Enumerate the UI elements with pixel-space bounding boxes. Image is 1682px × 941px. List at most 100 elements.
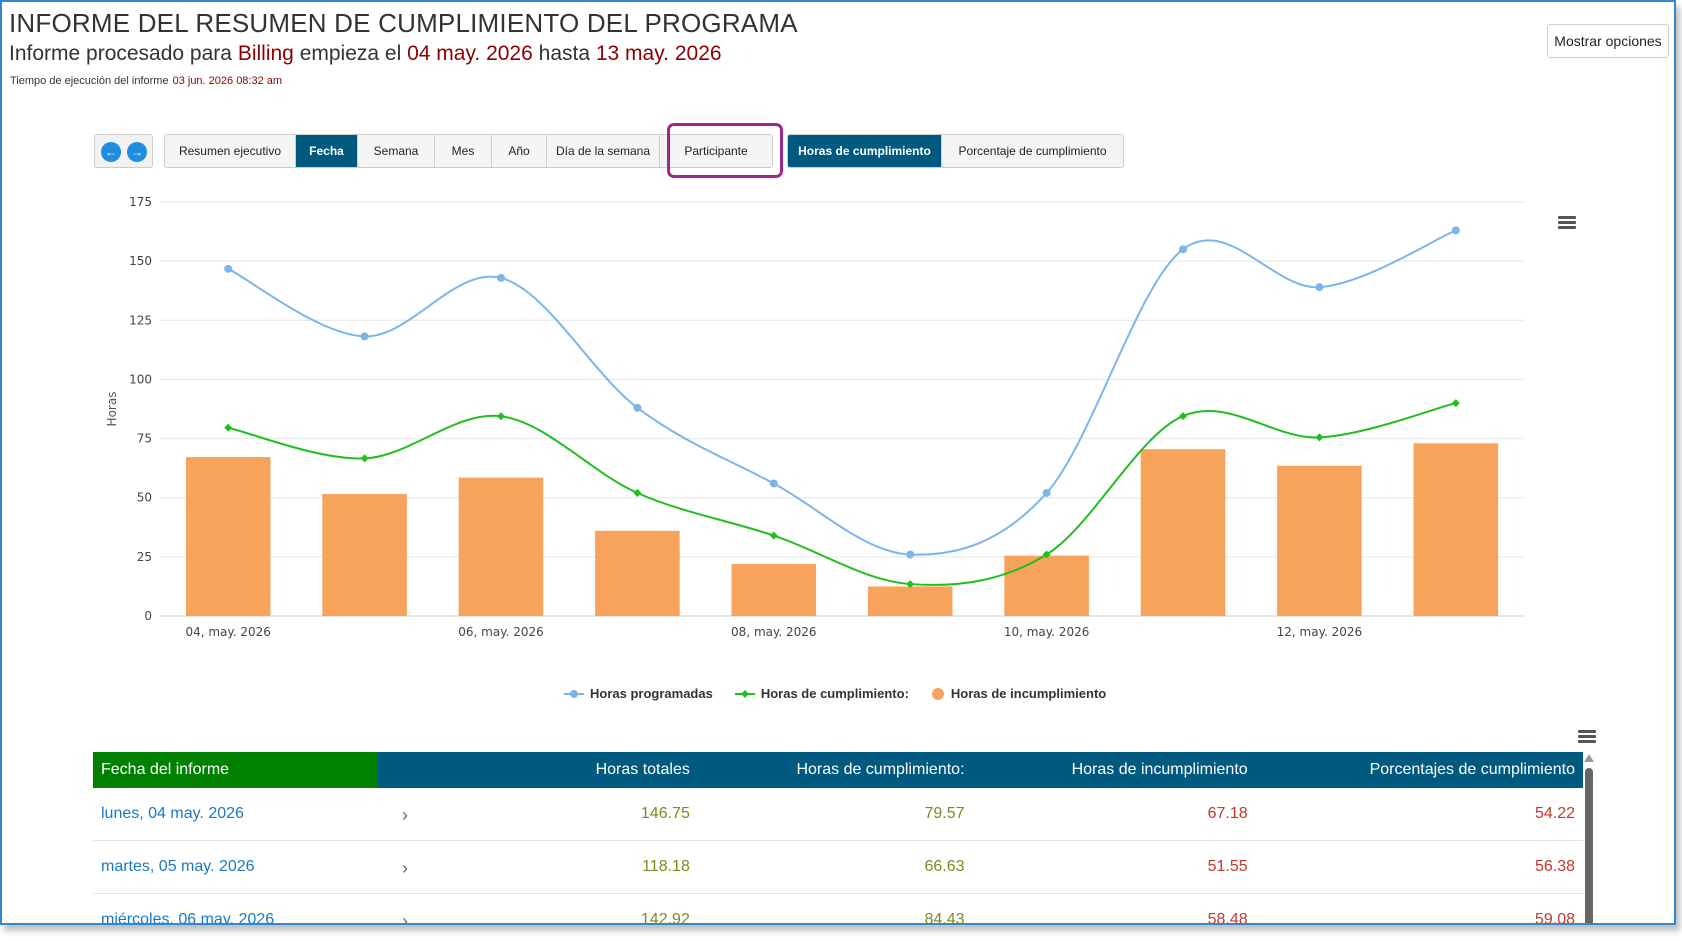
legend-programadas[interactable]: Horas programadas [564, 686, 713, 701]
point-cumplimiento [633, 488, 642, 497]
tab-ano[interactable]: Año [492, 135, 547, 167]
table-row[interactable]: lunes, 04 may. 2026 › 146.75 79.57 67.18 … [93, 788, 1583, 841]
point-programadas [224, 264, 233, 273]
table-menu-icon[interactable] [1578, 730, 1596, 744]
row-porcentaje: 59.08 [1534, 911, 1575, 925]
y-tick-label: 75 [137, 432, 152, 446]
chevron-right-icon[interactable]: › [402, 858, 409, 878]
legend-label-programadas: Horas programadas [590, 686, 713, 701]
chart-axis-labels: 0 25 50 75 100 125 150 175 Horas 04, may. 2026 06,… [105, 195, 1362, 639]
bar-incumplimiento [458, 477, 544, 616]
tab-fecha[interactable]: Fecha [296, 135, 358, 167]
tab-resumen-ejecutivo[interactable]: Resumen ejecutivo [165, 135, 296, 167]
scroll-up-icon[interactable] [1584, 754, 1594, 762]
bar-incumplimiento [1140, 449, 1226, 616]
legend-line-cumplimiento-icon [734, 689, 755, 698]
row-date[interactable]: miércoles, 06 may. 2026 › [93, 911, 408, 923]
line-cumplimiento [227, 402, 1457, 586]
chart-legend: Horas programadas Horas de cumplimiento:… [564, 686, 1106, 701]
point-cumplimiento [360, 454, 369, 463]
x-tick-label: 08, may. 2026 [731, 625, 817, 639]
bar-incumplimiento [595, 530, 680, 616]
bar-incumplimiento [1004, 555, 1089, 616]
bar-incumplimiento [185, 457, 271, 616]
point-cumplimiento [1179, 412, 1187, 421]
bars-incumplimiento [185, 443, 1499, 616]
tab-semana[interactable]: Semana [358, 135, 435, 167]
point-programadas [1179, 245, 1187, 254]
chart-menu-icon[interactable] [1558, 216, 1576, 230]
bar-incumplimiento [1277, 465, 1362, 616]
col-horas-incumplimiento: Horas de incumplimiento [1071, 761, 1248, 778]
row-date[interactable]: martes, 05 may. 2026 › [101, 858, 409, 878]
chevron-right-icon[interactable]: › [402, 805, 409, 825]
subtitle-mid1: empieza el [299, 42, 402, 65]
runtime-label: Tiempo de ejecución del informe [10, 75, 169, 87]
table-header: Fecha del informe Horas totales Horas de… [93, 752, 1583, 788]
row-date[interactable]: lunes, 04 may. 2026 › [101, 805, 409, 825]
point-programadas [1315, 283, 1324, 292]
row-incumplimiento: 51.55 [1207, 858, 1248, 875]
legend-cumplimiento[interactable]: Horas de cumplimiento: [734, 686, 909, 701]
tab-dia-semana[interactable]: Día de la semana [547, 135, 660, 167]
point-programadas [906, 550, 915, 559]
point-programadas [633, 403, 642, 412]
table-row[interactable]: miércoles, 06 may. 2026 › 142.92 84.43 58… [93, 894, 1583, 925]
y-axis-label: Horas [105, 392, 119, 427]
compliance-chart: 0 25 50 75 100 125 150 175 Horas 04, may. 2026 06,… [105, 195, 1524, 639]
chevron-right-icon[interactable]: › [402, 911, 409, 925]
point-cumplimiento [1315, 433, 1324, 442]
bar-incumplimiento [867, 586, 953, 616]
legend-line-programadas-icon [564, 689, 584, 698]
x-tick-label: 12, may. 2026 [1277, 625, 1363, 639]
y-tick-label: 100 [129, 372, 152, 386]
row-total: 146.75 [640, 805, 690, 822]
grouping-tabs: Resumen ejecutivo Fecha Semana Mes Año D… [164, 134, 773, 168]
page-title: INFORME DEL RESUMEN DE CUMPLIMIENTO DEL … [9, 8, 798, 38]
point-cumplimiento [1042, 550, 1051, 559]
point-programadas [1451, 226, 1460, 235]
runtime-info: Tiempo de ejecución del informe 03 jun. 2… [10, 75, 282, 87]
show-options-button[interactable]: Mostrar opciones [1547, 24, 1669, 58]
y-tick-label: 150 [129, 254, 152, 268]
y-tick-label: 125 [129, 313, 152, 327]
row-cumplimiento: 84.43 [924, 911, 965, 925]
legend-incumplimiento[interactable]: Horas de incumplimiento [931, 686, 1106, 701]
point-programadas [360, 332, 369, 341]
tab-porcentaje-cumplimiento[interactable]: Porcentaje de cumplimiento [942, 135, 1123, 167]
row-total: 118.18 [642, 858, 690, 875]
col-porcentajes: Porcentajes de cumplimiento [1369, 761, 1575, 778]
row-cumplimiento: 79.57 [924, 805, 965, 822]
tab-mes[interactable]: Mes [435, 135, 492, 167]
legend-label-cumplimiento: Horas de cumplimiento: [760, 686, 909, 701]
arrow-left-icon[interactable]: ← [101, 142, 121, 162]
bar-incumplimiento [731, 563, 817, 616]
report-table: Fecha del informe Horas totales Horas de… [93, 752, 1583, 925]
row-porcentaje: 56.38 [1534, 858, 1575, 875]
point-cumplimiento [769, 531, 778, 540]
subtitle-prefix: Informe procesado para [9, 42, 232, 65]
point-programadas [1042, 488, 1051, 497]
arrow-right-icon[interactable]: → [127, 142, 147, 162]
participante-highlight [667, 123, 783, 178]
table-row[interactable]: martes, 05 may. 2026 › 118.18 66.63 51.55… [93, 841, 1583, 894]
y-tick-label: 175 [129, 195, 152, 209]
table-scrollbar[interactable] [1585, 768, 1593, 923]
legend-label-incumplimiento: Horas de incumplimiento [950, 686, 1107, 701]
report-window: INFORME DEL RESUMEN DE CUMPLIMIENTO DEL … [0, 0, 1676, 925]
runtime-value: 03 jun. 2026 08:32 am [172, 75, 283, 87]
tab-horas-cumplimiento[interactable]: Horas de cumplimiento [788, 135, 942, 167]
row-incumplimiento: 67.18 [1207, 805, 1248, 822]
start-date: 04 may. 2026 [407, 42, 533, 65]
point-cumplimiento [497, 412, 505, 421]
end-date: 13 may. 2026 [595, 42, 722, 65]
y-tick-label: 25 [137, 550, 152, 564]
x-tick-label: 06, may. 2026 [458, 625, 544, 639]
chart-lines [224, 226, 1460, 589]
subtitle-entity: Billing [237, 42, 294, 65]
point-cumplimiento [224, 423, 233, 432]
date-nav-group: ← → [94, 134, 153, 168]
y-tick-label: 50 [137, 491, 152, 505]
tab-participante[interactable]: Participante [660, 135, 772, 167]
bar-incumplimiento [1413, 443, 1499, 616]
